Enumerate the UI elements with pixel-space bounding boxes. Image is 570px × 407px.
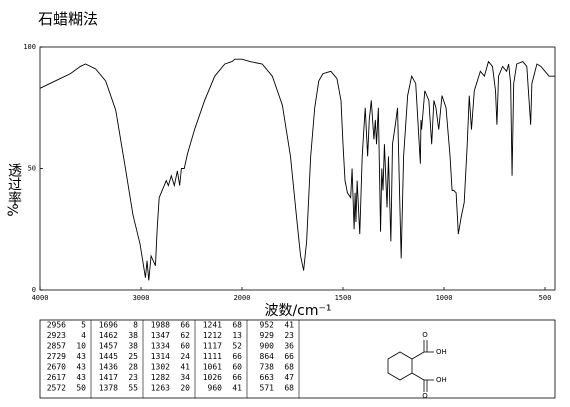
peak-transmittance: 43 [76,363,86,372]
peak-wavenumber: 1445 [99,352,118,361]
x-tick-label: 500 [539,294,552,302]
chart-title: 石蜡糊法 [38,10,98,28]
peak-wavenumber: 571 [260,384,275,393]
peak-wavenumber: 1417 [99,373,118,382]
peak-wavenumber: 1212 [203,331,222,340]
peak-transmittance: 66 [232,352,242,361]
peak-table-frame [39,319,556,399]
peak-wavenumber: 1334 [151,342,170,351]
peak-wavenumber: 1263 [151,384,170,393]
y-tick-label: 50 [28,165,36,173]
peak-wavenumber: 738 [260,363,275,372]
peak-transmittance: 36 [284,342,294,351]
peak-wavenumber: 1436 [99,363,118,372]
atom-label: O [422,331,428,339]
peak-wavenumber: 2572 [47,384,66,393]
peak-wavenumber: 2956 [47,321,66,330]
peak-wavenumber: 900 [260,342,275,351]
peak-wavenumber: 1988 [151,321,170,330]
peak-transmittance: 41 [232,384,242,393]
structure [387,340,434,392]
peak-wavenumber: 2670 [47,363,66,372]
x-tick-label: 3000 [133,294,150,302]
peak-transmittance: 8 [133,321,138,330]
peak-wavenumber: 1314 [151,352,170,361]
peak-transmittance: 50 [76,384,86,393]
peak-wavenumber: 2729 [47,352,66,361]
y-axis-label: 透过率 [6,163,22,205]
peak-wavenumber: 1241 [203,321,222,330]
peak-wavenumber: 1462 [99,331,118,340]
peak-transmittance: 38 [128,331,138,340]
peak-transmittance: 62 [180,331,190,340]
spectrum-line [39,58,556,281]
x-tick-label: 1500 [335,294,352,302]
peak-transmittance: 23 [284,331,294,340]
peak-transmittance: 66 [232,373,242,382]
peak-wavenumber: 1111 [203,352,222,361]
peak-transmittance: 68 [232,321,242,330]
x-axis-label: 波数/cm⁻¹ [264,303,331,319]
x-tick-label: 2000 [234,294,251,302]
y-axis-unit: % [6,203,22,216]
peak-transmittance: 52 [232,342,242,351]
peak-transmittance: 43 [76,373,86,382]
peak-wavenumber: 2923 [47,331,66,340]
peak-wavenumber: 663 [260,373,275,382]
y-tick-label: 100 [23,43,36,51]
peak-transmittance: 66 [284,352,294,361]
peak-wavenumber: 960 [208,384,223,393]
peak-transmittance: 24 [180,352,190,361]
peak-wavenumber: 952 [260,321,275,330]
plot-frame [39,46,556,291]
bond [411,372,425,381]
peak-wavenumber: 1117 [203,342,222,351]
peak-wavenumber: 929 [260,331,275,340]
peak-transmittance: 60 [180,342,190,351]
peak-transmittance: 68 [284,384,294,393]
peak-transmittance: 68 [284,363,294,372]
peak-transmittance: 10 [76,342,86,351]
peak-wavenumber: 1282 [151,373,170,382]
atom-label: OH [436,348,447,356]
peak-transmittance: 60 [232,363,242,372]
peak-wavenumber: 1302 [151,363,170,372]
peak-transmittance: 38 [128,342,138,351]
peak-wavenumber: 2617 [47,373,66,382]
peak-transmittance: 28 [128,363,138,372]
peak-transmittance: 25 [128,352,138,361]
peak-transmittance: 5 [81,321,86,330]
peak-transmittance: 23 [128,373,138,382]
peak-transmittance: 43 [76,352,86,361]
x-tick-label: 1000 [436,294,453,302]
peak-transmittance: 41 [284,321,294,330]
bond [411,351,425,360]
peak-wavenumber: 1378 [99,384,118,393]
peak-wavenumber: 864 [260,352,275,361]
x-tick-label: 4000 [32,294,49,302]
peak-transmittance: 41 [180,363,190,372]
peak-wavenumber: 1026 [203,373,222,382]
peak-wavenumber: 1347 [151,331,170,340]
peak-transmittance: 13 [232,331,242,340]
peak-wavenumber: 1696 [99,321,118,330]
peak-transmittance: 47 [284,373,294,382]
peak-transmittance: 4 [81,331,86,340]
y-tick-label: 0 [32,286,36,294]
peak-transmittance: 34 [180,373,190,382]
atom-label: OH [436,376,447,384]
peak-transmittance: 55 [128,384,138,393]
peak-wavenumber: 1061 [203,363,222,372]
peak-transmittance: 20 [180,384,190,393]
ring [387,351,413,381]
atom-label: O [422,392,428,400]
peak-transmittance: 66 [180,321,190,330]
peak-wavenumber: 1457 [99,342,118,351]
peak-wavenumber: 2857 [47,342,66,351]
